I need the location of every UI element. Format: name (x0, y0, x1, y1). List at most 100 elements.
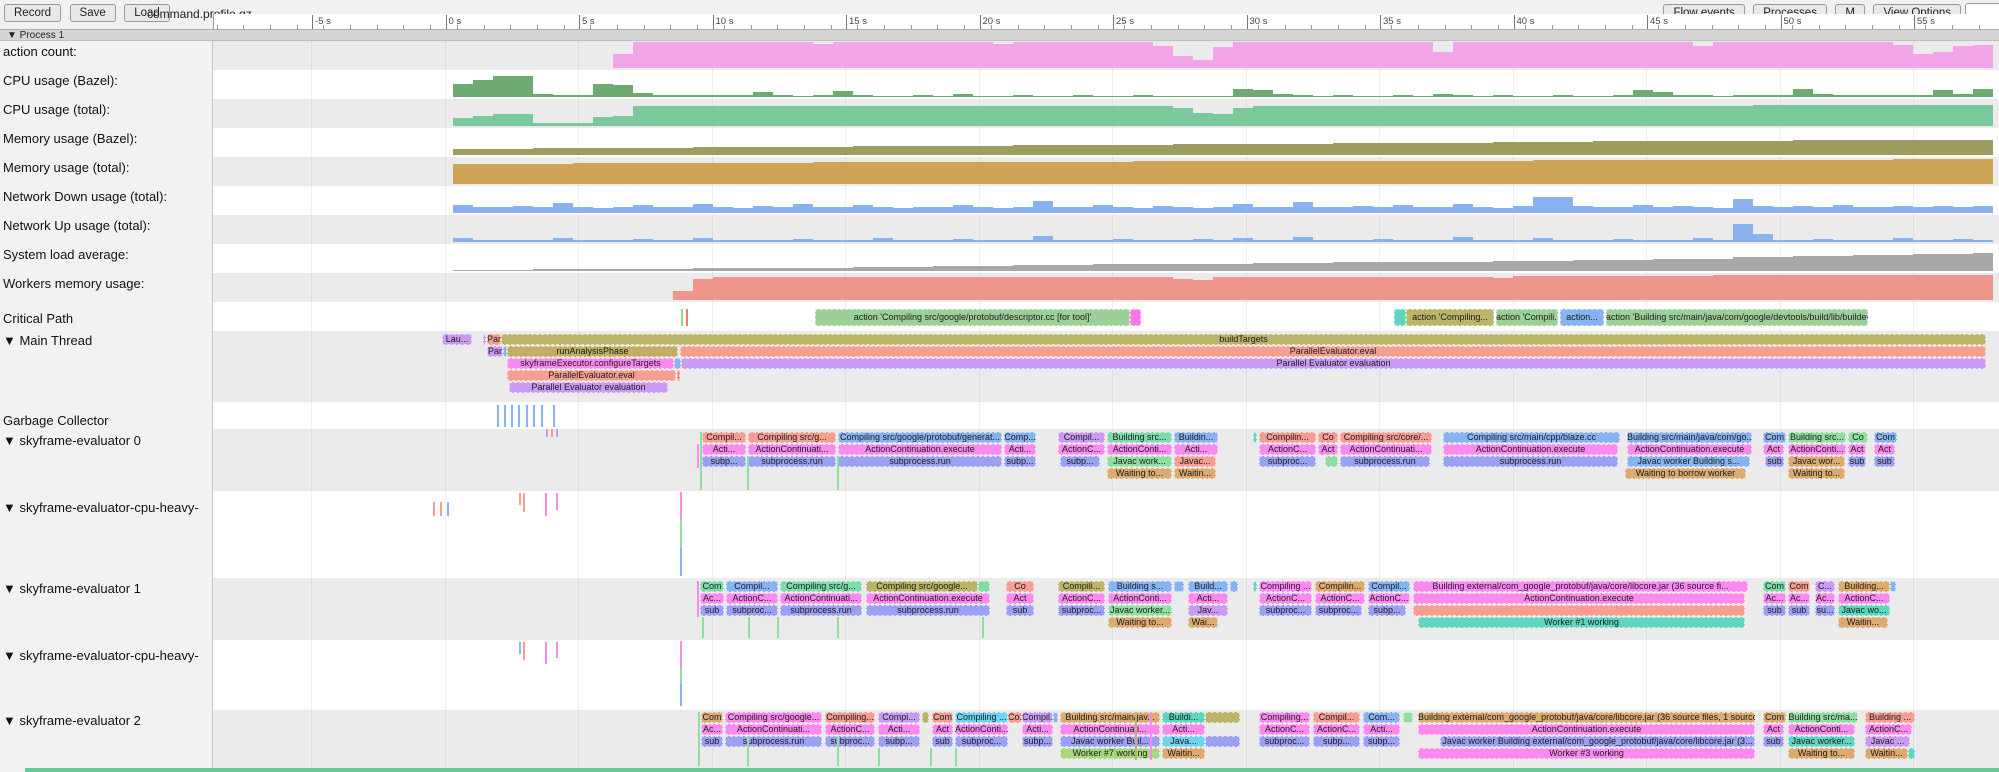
segment[interactable]: ActionC... (1058, 593, 1105, 604)
segment[interactable]: Waitin... (1162, 748, 1205, 759)
segment[interactable]: Waitin... (1174, 468, 1216, 479)
track-label-skyframe-evaluator-2[interactable]: ▼ skyframe-evaluator 2 (3, 713, 141, 728)
segment[interactable]: Com (1763, 712, 1786, 723)
segment[interactable]: sub (1874, 456, 1895, 467)
segment[interactable]: Acti... (1162, 724, 1205, 735)
segment[interactable]: Worker #7 working (1060, 748, 1160, 759)
segment[interactable]: sub (1763, 736, 1784, 747)
segment[interactable]: sub (1788, 605, 1810, 616)
segment[interactable]: Compiling src/google... (725, 712, 822, 723)
segment[interactable]: subp... (1022, 736, 1053, 747)
segment[interactable]: Act (1318, 444, 1338, 455)
segment[interactable]: ActionContinuati... (780, 593, 862, 604)
segment[interactable]: sub (1763, 605, 1786, 616)
segment[interactable]: Javac worker Building s... (1627, 456, 1750, 467)
segment[interactable]: Jav... (1188, 605, 1228, 616)
event-tick[interactable] (837, 736, 839, 766)
segment[interactable]: Compiling src/google... (866, 581, 978, 592)
event-tick[interactable] (523, 642, 525, 660)
segment[interactable]: Building ... (1865, 712, 1915, 723)
segment[interactable]: Acti... (1188, 593, 1228, 604)
chart-track-action[interactable] (213, 41, 1999, 70)
segment[interactable]: ActionC... (1058, 444, 1105, 455)
segment[interactable]: Building s... (1108, 581, 1172, 592)
segment[interactable]: Compil... (702, 432, 746, 443)
segment[interactable]: subp... (878, 736, 920, 747)
segment[interactable]: subproc... (1259, 736, 1310, 747)
segment[interactable] (1053, 712, 1058, 723)
event-tick[interactable] (556, 429, 558, 437)
segment[interactable]: subp... (1313, 736, 1360, 747)
segment[interactable]: ActionContinuation.execute (1418, 724, 1755, 735)
segment[interactable]: Com (1874, 432, 1897, 443)
event-tick[interactable] (440, 502, 442, 516)
segment[interactable]: subproc... (825, 736, 875, 747)
segment[interactable]: Building src... (1107, 432, 1172, 443)
event-tick[interactable] (433, 502, 435, 516)
segment[interactable]: action 'Building src/main/java/com/googl… (1606, 309, 1868, 326)
segment[interactable]: Java... (1162, 736, 1205, 747)
segment[interactable] (1403, 712, 1413, 723)
event-tick[interactable] (702, 617, 704, 638)
event-tick[interactable] (1135, 712, 1137, 760)
event-tick[interactable] (700, 432, 702, 490)
segment[interactable]: Waiting to... (1788, 468, 1845, 479)
event-tick[interactable] (748, 617, 750, 638)
segment[interactable] (978, 581, 990, 592)
segment[interactable]: Com (701, 712, 723, 723)
event-tick[interactable] (518, 405, 520, 427)
event-tick[interactable] (541, 405, 543, 427)
segment[interactable]: ActionContinuation.execute (838, 444, 1002, 455)
segment[interactable]: Build... (1188, 581, 1228, 592)
segment[interactable]: Acti... (1004, 444, 1036, 455)
segment[interactable]: action... (1560, 309, 1604, 326)
segment[interactable] (1205, 736, 1240, 747)
segment[interactable]: ActionConti... (1108, 593, 1172, 604)
segment[interactable]: sub (1006, 605, 1034, 616)
chart-track-net_up[interactable] (213, 215, 1999, 244)
segment[interactable] (1174, 581, 1184, 592)
segment[interactable]: Waitin... (1865, 748, 1908, 759)
event-tick[interactable] (504, 405, 506, 427)
track-label-skyframe-evaluator-cpu-heavy-2[interactable]: ▼ skyframe-evaluator-cpu-heavy- (3, 648, 199, 663)
segment[interactable]: subp... (1363, 736, 1400, 747)
segment[interactable]: Act (1763, 444, 1784, 455)
segment[interactable]: Compil... (1368, 581, 1410, 592)
segment[interactable]: sub (700, 605, 724, 616)
segment[interactable]: ActionContinuati... (748, 444, 836, 455)
segment[interactable]: Wai... (1188, 617, 1218, 628)
segment[interactable]: Act (1006, 593, 1034, 604)
segment[interactable]: sub (701, 736, 723, 747)
track-label-skyframe-evaluator-cpu-heavy-1[interactable]: ▼ skyframe-evaluator-cpu-heavy- (3, 500, 199, 515)
segment[interactable]: Javac worker Buil... (1060, 736, 1160, 747)
segment[interactable]: Com... (1363, 712, 1400, 723)
segment[interactable]: C... (1815, 581, 1835, 592)
segment[interactable]: subprocess.run (1443, 456, 1618, 467)
event-tick[interactable] (556, 642, 558, 658)
segment[interactable]: Worker #1 working (1418, 617, 1745, 628)
segment[interactable]: runAnalysisPhase (507, 346, 678, 357)
segment[interactable]: Compil... (726, 581, 778, 592)
chart-track-cpu_total[interactable] (213, 99, 1999, 128)
segment[interactable]: Compil... (1058, 432, 1105, 443)
segment[interactable]: ActionContinuation.execute (1627, 444, 1752, 455)
segment[interactable]: Buildin... (1174, 432, 1218, 443)
segment[interactable]: subprocess.run (748, 456, 836, 467)
event-tick[interactable] (553, 405, 555, 427)
segment[interactable]: ActionContinuati... (725, 724, 822, 735)
event-tick[interactable] (533, 405, 535, 427)
segment[interactable]: subprocess.run (780, 605, 862, 616)
event-tick[interactable] (777, 617, 779, 638)
chart-track-mem_total[interactable] (213, 157, 1999, 186)
segment[interactable]: subproc... (726, 605, 778, 616)
segment[interactable]: Ac... (701, 724, 723, 735)
segment[interactable]: Building src/ma... (1788, 712, 1858, 723)
segment[interactable]: Act (1848, 444, 1866, 455)
segment[interactable] (1890, 581, 1896, 592)
segment[interactable]: subp... (1004, 456, 1036, 467)
segment[interactable]: Parallel Evaluator evaluation (509, 382, 668, 393)
segment[interactable]: ActionC... (825, 724, 875, 735)
event-tick[interactable] (697, 444, 699, 468)
segment[interactable]: Javac... (1174, 456, 1216, 467)
segment[interactable]: subproc... (1058, 605, 1105, 616)
